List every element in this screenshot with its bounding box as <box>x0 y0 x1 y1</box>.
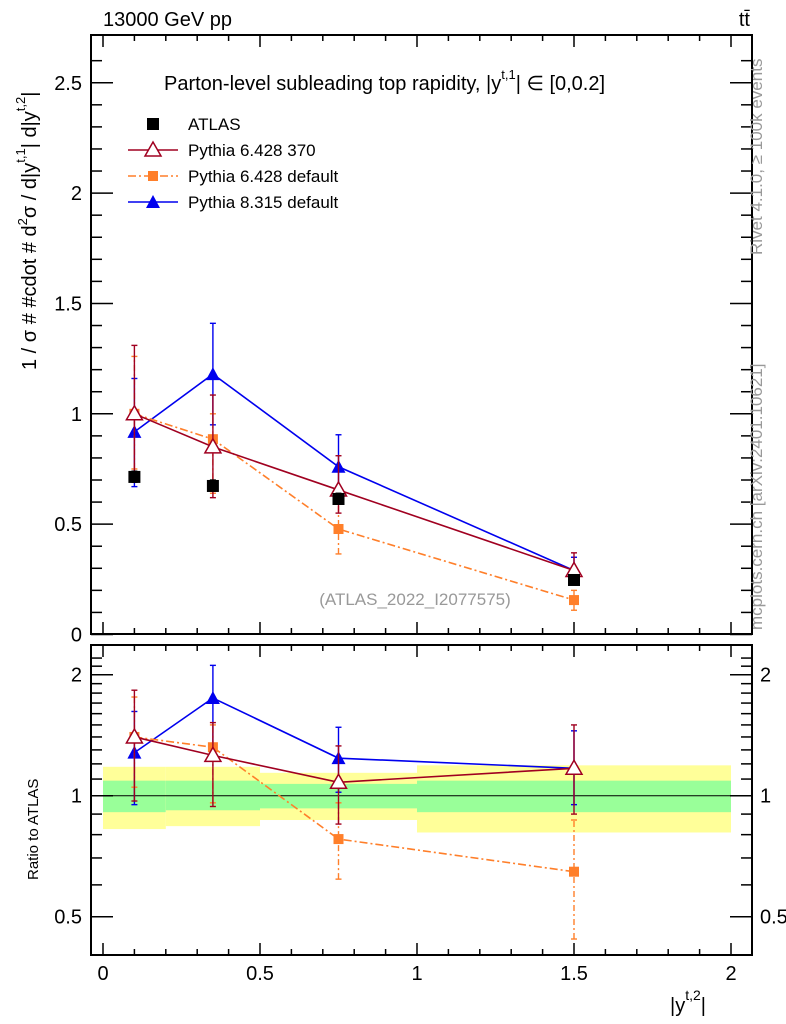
series-line <box>134 413 575 572</box>
y-tick-label: 1 <box>71 404 82 426</box>
chart-title: Parton-level subleading top rapidity, |y… <box>164 67 605 95</box>
marker-square <box>568 573 580 586</box>
marker-square <box>128 470 141 483</box>
x-tick-label: 0 <box>97 963 108 985</box>
marker-open-triangle <box>125 404 144 421</box>
series-line <box>134 736 575 784</box>
x-tick-label: 0.5 <box>246 963 274 985</box>
legend-label: Pythia 8.315 default <box>188 193 339 212</box>
legend-label: Pythia 6.428 370 <box>188 141 316 160</box>
marker-square <box>332 492 345 505</box>
marker-open-triangle <box>203 437 223 454</box>
marker-open-triangle <box>125 727 144 744</box>
marker-triangle <box>146 195 160 208</box>
x-axis-label: |yt,2| <box>670 987 706 1017</box>
ratio-bands <box>91 765 752 833</box>
ratio-y-tick-label-right: 1 <box>760 786 771 808</box>
marker-square <box>569 866 579 877</box>
marker-square <box>333 834 344 845</box>
legend-label: Pythia 6.428 default <box>188 167 339 186</box>
marker-triangle <box>205 367 220 381</box>
marker-open-triangle <box>203 745 223 763</box>
y-tick-label: 2.5 <box>54 73 82 95</box>
y-tick-label: 0 <box>71 625 82 647</box>
y-tick-label: 2 <box>71 183 82 205</box>
side-label-top: Rivet 4.1.0, ≥ 100k events <box>747 59 766 255</box>
marker-square <box>333 524 344 535</box>
marker-square <box>148 171 158 181</box>
y-tick-label: 0.5 <box>54 514 82 536</box>
y-tick-label: 1.5 <box>54 293 82 315</box>
marker-open-triangle <box>329 772 348 790</box>
legend-label: ATLAS <box>188 115 241 134</box>
watermark: (ATLAS_2022_I2077575) <box>319 590 511 609</box>
axes: 0 0.5 1 1.5 2 0 0.5 1 1.5 2 2.5 0.5 0.5 1 1 2 2 <box>54 34 786 985</box>
x-tick-label: 2 <box>725 963 736 985</box>
ratio-y-tick-label: 2 <box>71 665 82 687</box>
y-axis-label: 1 / σ # #cdot # d2σ / d|yt,1| d|yt,2| <box>13 92 41 370</box>
marker-triangle <box>205 691 220 705</box>
main-frame <box>90 34 753 635</box>
series-line <box>134 736 575 873</box>
x-tick-label: 1 <box>411 963 422 985</box>
side-label-bottom: mcplots.cern.ch [arXiv:2401.10621] <box>747 364 766 630</box>
marker-square <box>147 118 159 130</box>
series-line <box>133 697 575 770</box>
marker-open-triangle <box>564 758 584 776</box>
marker-square <box>569 595 579 606</box>
ratio-y-tick-label-right: 0.5 <box>760 907 786 929</box>
marker-square <box>206 479 219 492</box>
ratio-frame <box>90 644 753 956</box>
header-right: tt̄ <box>739 9 751 31</box>
marker-open-triangle <box>143 140 163 157</box>
legend: ATLAS Pythia 6.428 370 Pythia 6.428 defaul… <box>128 115 339 212</box>
ratio-y-tick-label-right: 2 <box>760 665 771 687</box>
x-tick-label: 1.5 <box>560 963 588 985</box>
header-left: 13000 GeV pp <box>103 9 232 31</box>
data-marks <box>125 322 584 940</box>
ratio-y-tick-label: 0.5 <box>54 907 82 929</box>
series-line <box>134 413 575 601</box>
ratio-y-tick-label: 1 <box>71 786 82 808</box>
series-line <box>133 373 575 572</box>
ratio-y-axis-label: Ratio to ATLAS <box>25 779 42 880</box>
